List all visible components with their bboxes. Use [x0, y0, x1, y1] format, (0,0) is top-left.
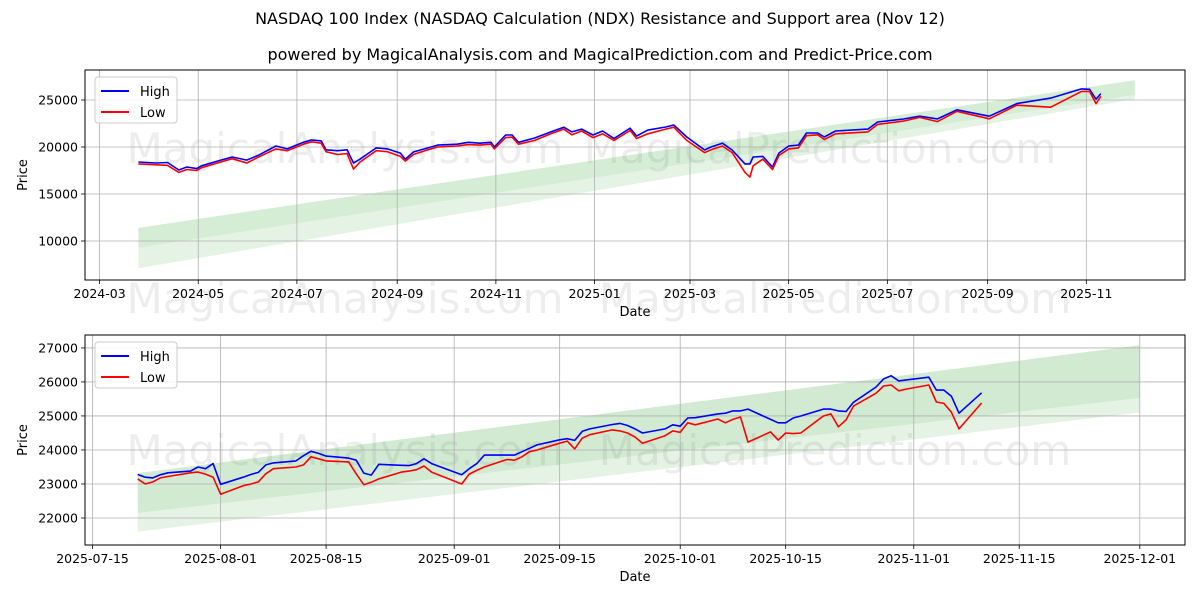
x-tick-label: 2024-03	[73, 286, 125, 301]
legend-label-high: High	[140, 350, 170, 365]
series-line-high	[137, 375, 983, 486]
legend-label-low: Low	[140, 106, 166, 121]
watermark: MagicalPrediction.com	[599, 426, 1072, 475]
x-tick-label: 2025-01	[568, 286, 620, 301]
y-tick-label: 25000	[38, 408, 78, 423]
x-tick-label: 2025-12-01	[1103, 551, 1176, 566]
chart-title: NASDAQ 100 Index (NASDAQ Calculation (ND…	[255, 9, 945, 28]
y-tick-label: 10000	[38, 233, 78, 248]
x-tick-label: 2025-08-01	[184, 551, 257, 566]
x-tick-label: 2025-10-01	[644, 551, 717, 566]
legend: High Low	[94, 76, 178, 124]
x-tick-label: 2025-10-15	[749, 551, 822, 566]
series-line-low	[137, 384, 983, 495]
x-tick-label: 2025-09-15	[523, 551, 596, 566]
watermark: MagicalPrediction.com	[599, 274, 1072, 323]
legend: High Low	[94, 341, 178, 389]
x-tick-label: 2024-07	[271, 286, 323, 301]
resistance-band	[138, 80, 1135, 248]
series-line-low	[138, 90, 1102, 178]
x-tick-label: 2025-11-01	[877, 551, 950, 566]
x-tick-label: 2025-09-01	[418, 551, 491, 566]
support-band	[138, 94, 1135, 269]
watermark: MagicalPrediction.com	[584, 124, 1057, 173]
x-tick-label: 2025-05	[763, 286, 815, 301]
x-tick-label: 2024-11	[470, 286, 522, 301]
y-axis-label: Price	[16, 424, 31, 456]
x-tick-label: 2024-09	[371, 286, 423, 301]
x-axis-label: Date	[619, 305, 650, 320]
legend-label-high: High	[140, 85, 170, 100]
x-axis-label: Date	[619, 570, 650, 585]
legend-label-low: Low	[140, 371, 166, 386]
resistance-band	[137, 345, 1140, 513]
axes-frame	[84, 69, 1186, 281]
y-tick-label: 23000	[38, 476, 78, 491]
y-tick-label: 24000	[38, 442, 78, 457]
chart-2: MagicalAnalysis.com MagicalPrediction.com…	[16, 334, 1186, 585]
watermark: MagicalAnalysis.com	[127, 124, 564, 173]
y-tick-label: 26000	[38, 374, 78, 389]
y-tick-label: 20000	[38, 139, 78, 154]
watermark: MagicalAnalysis.com	[127, 274, 564, 323]
x-tick-label: 2025-08-15	[290, 551, 363, 566]
y-tick-label: 25000	[38, 92, 78, 107]
x-tick-label: 2025-11-15	[983, 551, 1056, 566]
chart-subtitle: powered by MagicalAnalysis.com and Magic…	[267, 45, 933, 64]
x-tick-label: 2025-03	[664, 286, 716, 301]
series-line-high	[138, 88, 1102, 171]
y-axis-label: Price	[16, 159, 31, 191]
axes-frame	[84, 334, 1186, 546]
y-tick-label: 22000	[38, 510, 78, 525]
y-tick-label: 15000	[38, 186, 78, 201]
x-tick-label: 2025-07-15	[56, 551, 129, 566]
y-tick-label: 27000	[38, 340, 78, 355]
x-tick-label: 2025-09	[962, 286, 1014, 301]
x-tick-label: 2025-07	[861, 286, 913, 301]
x-tick-label: 2024-05	[172, 286, 224, 301]
x-tick-label: 2025-11	[1060, 286, 1112, 301]
chart-1: MagicalAnalysis.com MagicalPrediction.com…	[16, 69, 1186, 323]
support-band	[137, 397, 1140, 532]
